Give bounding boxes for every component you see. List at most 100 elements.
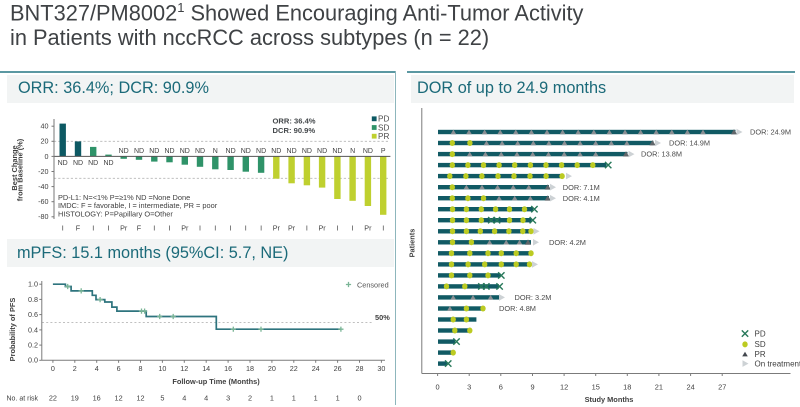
svg-text:DOR: 7.1M: DOR: 7.1M [563, 183, 600, 192]
svg-text:Pr: Pr [120, 224, 128, 233]
svg-text:Follow-up Time (Months): Follow-up Time (Months) [172, 377, 260, 386]
svg-text:I: I [199, 224, 201, 233]
svg-text:N: N [350, 148, 355, 155]
svg-text:1: 1 [314, 393, 318, 402]
svg-text:ND: ND [164, 148, 174, 155]
svg-text:0.6: 0.6 [28, 310, 38, 319]
svg-text:F: F [137, 224, 142, 233]
svg-text:I: I [306, 224, 308, 233]
svg-text:4: 4 [204, 393, 208, 402]
svg-text:P: P [381, 148, 386, 155]
svg-text:ORR: 36.4%: ORR: 36.4% [273, 117, 316, 126]
svg-text:26: 26 [334, 364, 342, 373]
svg-text:I: I [108, 224, 110, 233]
svg-text:ND: ND [149, 148, 159, 155]
svg-text:-80: -80 [38, 212, 48, 221]
svg-text:I: I [336, 224, 338, 233]
svg-text:ND: ND [88, 160, 98, 167]
svg-text:3: 3 [467, 382, 471, 391]
svg-text:22: 22 [49, 393, 57, 402]
svg-text:10: 10 [158, 364, 166, 373]
svg-text:PR: PR [378, 132, 389, 141]
svg-text:2: 2 [248, 393, 252, 402]
svg-text:4: 4 [95, 364, 99, 373]
svg-text:ND: ND [302, 148, 312, 155]
svg-text:0: 0 [51, 364, 55, 373]
svg-text:DOR: 4.1M: DOR: 4.1M [563, 194, 600, 203]
svg-text:Pr: Pr [181, 224, 189, 233]
svg-text:I: I [382, 224, 384, 233]
svg-text:DCR: 90.9%: DCR: 90.9% [273, 126, 316, 135]
svg-text:21: 21 [655, 382, 663, 391]
svg-text:ND: ND [317, 148, 327, 155]
svg-text:ND: ND [271, 148, 281, 155]
svg-text:ND: ND [58, 160, 68, 167]
svg-text:ND: ND [103, 160, 113, 167]
svg-text:-40: -40 [38, 182, 48, 191]
svg-text:I: I [92, 224, 94, 233]
svg-text:I: I [245, 224, 247, 233]
svg-text:27: 27 [718, 382, 726, 391]
svg-text:PD: PD [755, 329, 766, 338]
svg-text:Best Change: Best Change [10, 145, 19, 190]
svg-text:I: I [260, 224, 262, 233]
svg-text:F: F [76, 224, 81, 233]
svg-text:1: 1 [292, 393, 296, 402]
svg-text:0.2: 0.2 [28, 341, 38, 350]
svg-text:Probability of PFS: Probability of PFS [8, 298, 17, 362]
svg-text:24: 24 [312, 364, 320, 373]
svg-text:0.4: 0.4 [28, 325, 38, 334]
svg-text:N: N [213, 148, 218, 155]
svg-text:ND: ND [332, 148, 342, 155]
svg-text:HISTOLOGY: P=Papillary O=Other: HISTOLOGY: P=Papillary O=Other [58, 209, 173, 218]
svg-text:PD-L1: N=<1% P=≥1% ND =None Do: PD-L1: N=<1% P=≥1% ND =None Done [58, 193, 190, 202]
svg-text:1.0: 1.0 [28, 280, 38, 289]
svg-text:-20: -20 [38, 167, 48, 176]
svg-text:from Baseline (%): from Baseline (%) [16, 138, 25, 201]
svg-text:9: 9 [530, 382, 534, 391]
svg-text:0: 0 [436, 382, 440, 391]
svg-text:20: 20 [268, 364, 276, 373]
svg-text:Censored: Censored [357, 280, 389, 289]
svg-text:19: 19 [71, 393, 79, 402]
svg-text:6: 6 [499, 382, 503, 391]
svg-text:20: 20 [41, 137, 49, 146]
svg-text:DOR: 3.2M: DOR: 3.2M [515, 293, 552, 302]
svg-text:8: 8 [139, 364, 143, 373]
svg-text:Pr: Pr [273, 224, 281, 233]
svg-text:ND: ND [363, 148, 373, 155]
svg-text:12: 12 [115, 393, 123, 402]
svg-text:IMDC: F = favorable, I = inter: IMDC: F = favorable, I = intermediate, P… [58, 201, 218, 210]
svg-text:PD: PD [378, 115, 389, 124]
svg-text:0: 0 [357, 393, 361, 402]
svg-text:30: 30 [377, 364, 385, 373]
svg-text:18: 18 [623, 382, 631, 391]
svg-text:0.0: 0.0 [28, 356, 38, 365]
svg-text:I: I [62, 224, 64, 233]
svg-text:ND: ND [119, 148, 129, 155]
svg-text:0.8: 0.8 [28, 295, 38, 304]
svg-text:SD: SD [378, 123, 389, 132]
svg-text:3: 3 [226, 393, 230, 402]
svg-text:I: I [214, 224, 216, 233]
svg-text:Study Months: Study Months [585, 395, 634, 404]
svg-text:Pr: Pr [288, 224, 296, 233]
svg-text:No. at risk: No. at risk [7, 395, 39, 402]
svg-text:ND: ND [226, 148, 236, 155]
svg-text:2: 2 [73, 364, 77, 373]
svg-text:0: 0 [45, 152, 49, 161]
svg-text:DOR: 14.9M: DOR: 14.9M [669, 139, 710, 148]
svg-text:Patients: Patients [408, 229, 417, 258]
svg-text:ND: ND [241, 148, 251, 155]
svg-text:15: 15 [592, 382, 600, 391]
svg-text:40: 40 [41, 122, 49, 131]
svg-text:12: 12 [180, 364, 188, 373]
svg-text:ND: ND [73, 160, 83, 167]
svg-text:DOR: 4.2M: DOR: 4.2M [549, 238, 586, 247]
svg-text:ND: ND [195, 148, 205, 155]
svg-text:1: 1 [336, 393, 340, 402]
svg-text:-60: -60 [38, 197, 48, 206]
svg-text:16: 16 [224, 364, 232, 373]
svg-text:22: 22 [290, 364, 298, 373]
svg-text:SD: SD [755, 340, 766, 349]
